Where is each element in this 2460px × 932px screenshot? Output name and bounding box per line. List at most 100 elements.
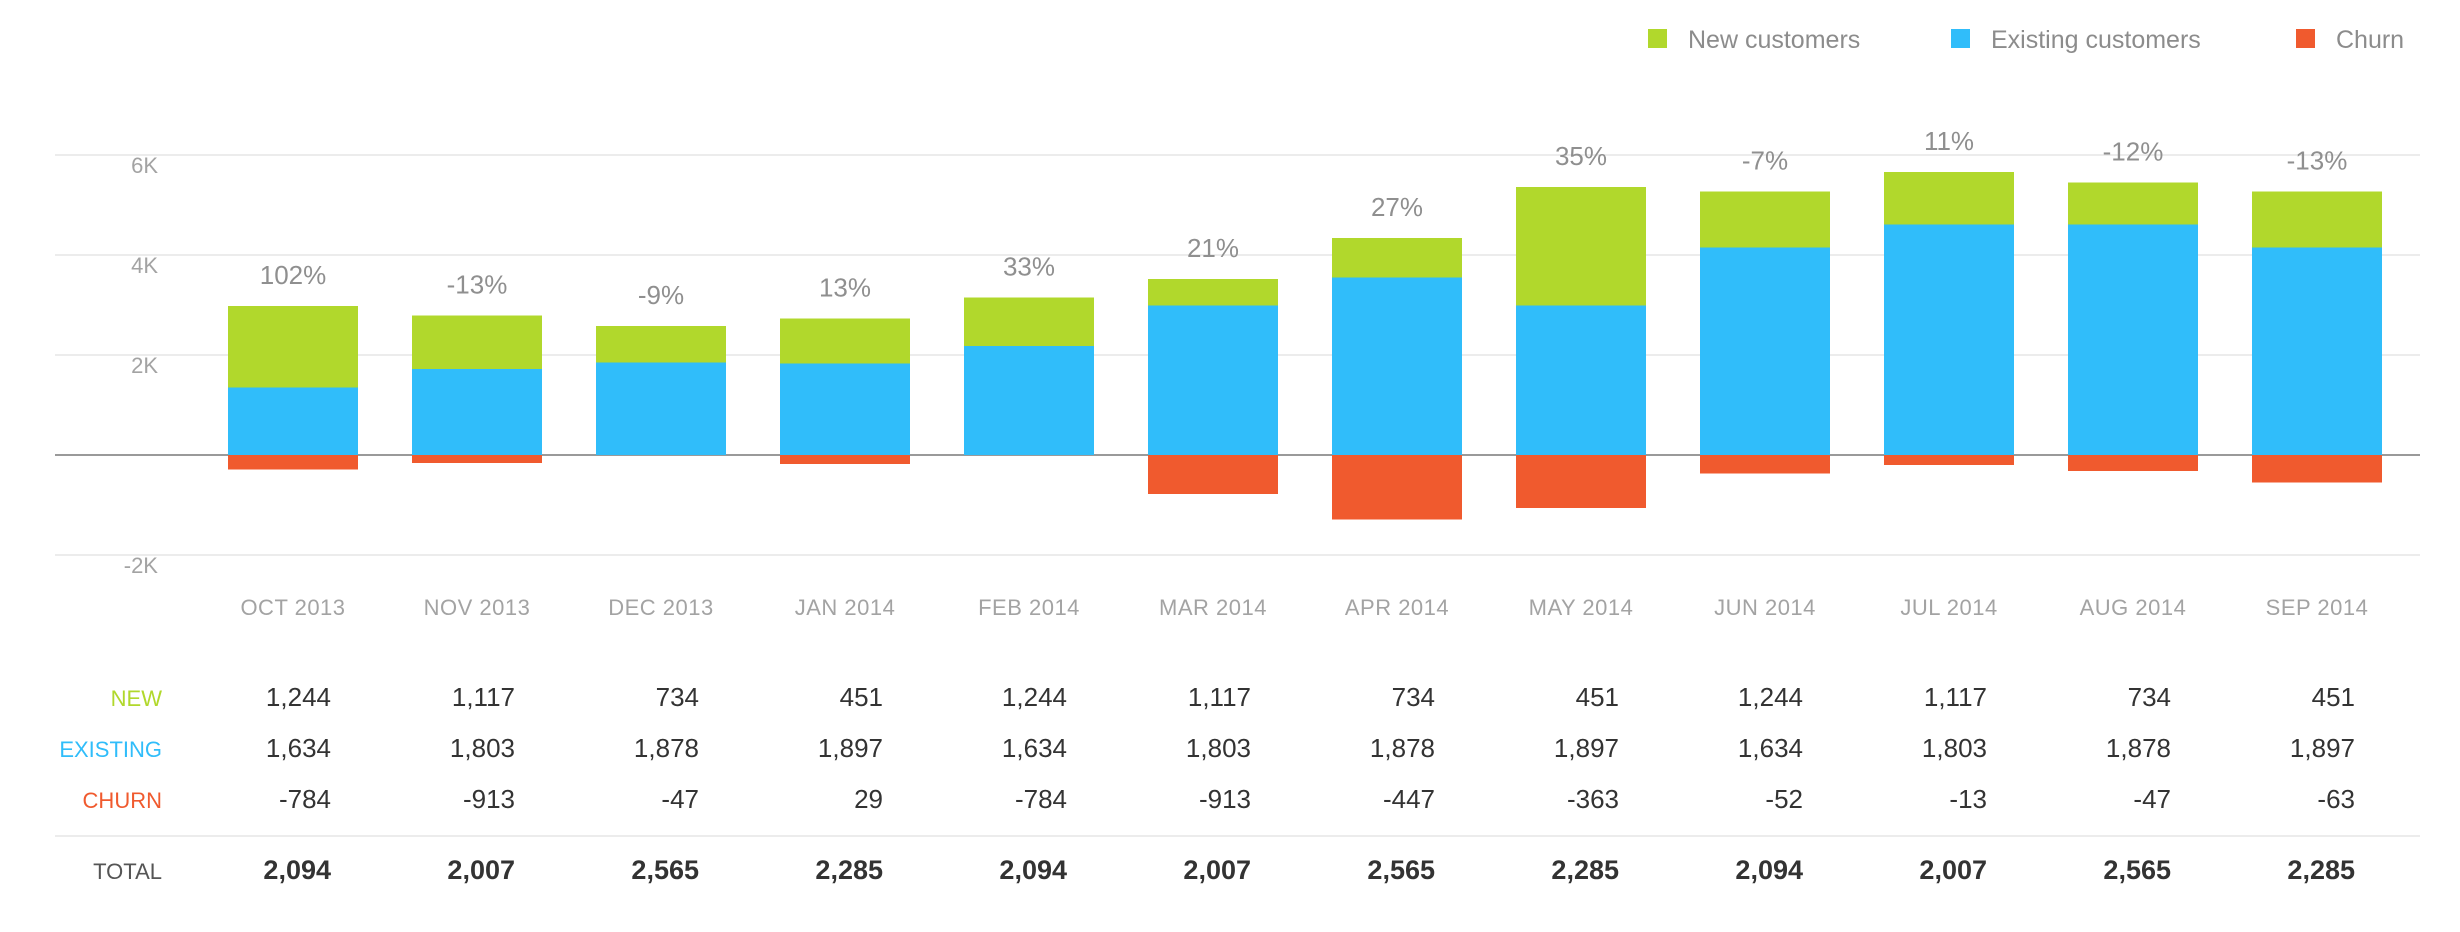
- bar-group-feb-2014: [964, 297, 1094, 455]
- legend-swatch: [1951, 29, 1970, 48]
- percent-label: 11%: [1924, 126, 1974, 156]
- table-cell: 1,634: [1002, 733, 1067, 763]
- bar-group-dec-2013: [596, 326, 726, 455]
- table-cell: -447: [1383, 784, 1435, 814]
- table-cell: 1,244: [1002, 682, 1067, 712]
- table-cell: 1,878: [1370, 733, 1435, 763]
- table-row-total: TOTAL 2,094 2,007 2,565 2,285 2,094 2,007 2,565…: [93, 855, 2355, 885]
- x-tick-label: MAR 2014: [1159, 595, 1267, 620]
- bar-new: [2068, 182, 2198, 225]
- table-cell: -784: [279, 784, 331, 814]
- legend-item-existing-customers: Existing customers: [1951, 26, 2201, 54]
- table-cell: 1,803: [1186, 733, 1251, 763]
- bar-group-jan-2014: [780, 318, 910, 464]
- table-cell: 1,117: [1188, 682, 1251, 712]
- row-label: CHURN: [83, 788, 162, 813]
- bar-new: [412, 315, 542, 369]
- data-table: NEW 1,244 1,117 734 451 1,244 1,117 734 451 1,244…: [59, 682, 2355, 885]
- table-cell: 1,634: [266, 733, 331, 763]
- bar-group-apr-2014: [1332, 238, 1462, 520]
- bar-existing: [2252, 247, 2382, 455]
- bar-group-may-2014: [1516, 187, 1646, 508]
- legend-label: Existing customers: [1991, 26, 2201, 54]
- x-axis: OCT 2013 NOV 2013 DEC 2013 JAN 2014 FEB 2014…: [240, 595, 2369, 620]
- bar-existing: [412, 369, 542, 455]
- bar-group-sep-2014: [2252, 191, 2382, 483]
- row-label: TOTAL: [93, 859, 162, 884]
- bar-group-nov-2013: [412, 315, 542, 463]
- y-tick-label: 6K: [131, 153, 158, 178]
- total-cell: 2,007: [1183, 855, 1251, 885]
- bar-group-oct-2013: [228, 306, 358, 470]
- table-cell: -784: [1015, 784, 1067, 814]
- table-cell: 1,244: [266, 682, 331, 712]
- x-tick-label: AUG 2014: [2080, 595, 2187, 620]
- y-axis: 6K 4K 2K -2K: [124, 153, 159, 578]
- total-cell: 2,285: [815, 855, 883, 885]
- bar-churn: [412, 455, 542, 463]
- bar-churn: [1516, 455, 1646, 508]
- legend-swatch: [1648, 29, 1667, 48]
- x-tick-label: APR 2014: [1345, 595, 1449, 620]
- percent-labels: 102% -13% -9% 13% 33% 21% 27% 35% -7% 11% -12% -13%: [260, 126, 2348, 310]
- bar-churn: [228, 455, 358, 470]
- total-cell: 2,565: [631, 855, 699, 885]
- table-cell: 1,117: [1924, 682, 1987, 712]
- table-cell: 1,803: [450, 733, 515, 763]
- table-cell: 1,897: [818, 733, 883, 763]
- legend-swatch: [2296, 29, 2315, 48]
- x-tick-label: JUN 2014: [1714, 595, 1816, 620]
- x-tick-label: JAN 2014: [795, 595, 896, 620]
- bar-new: [1516, 187, 1646, 306]
- total-cell: 2,094: [263, 855, 331, 885]
- row-label: NEW: [111, 686, 163, 711]
- bar-new: [596, 326, 726, 363]
- table-cell: 1,897: [1554, 733, 1619, 763]
- percent-label: 35%: [1555, 141, 1607, 171]
- bar-existing: [596, 362, 726, 455]
- chart-legend: New customers Existing customers Churn: [1648, 26, 2404, 54]
- bar-new: [964, 297, 1094, 346]
- legend-item-new-customers: New customers: [1648, 26, 1860, 54]
- bar-group-jun-2014: [1700, 191, 1830, 474]
- bar-new: [1700, 191, 1830, 248]
- table-cell: -52: [1765, 784, 1803, 814]
- table-cell: 734: [2128, 682, 2171, 712]
- table-row-existing: EXISTING 1,634 1,803 1,878 1,897 1,634 1,803 1,…: [59, 733, 2355, 763]
- bar-churn: [1884, 455, 2014, 465]
- bar-group-jul-2014: [1884, 172, 2014, 465]
- table-cell: -63: [2317, 784, 2355, 814]
- x-tick-label: SEP 2014: [2266, 595, 2369, 620]
- table-cell: -913: [463, 784, 515, 814]
- table-cell: 734: [656, 682, 699, 712]
- bar-existing: [1332, 277, 1462, 455]
- bar-group-mar-2014: [1148, 279, 1278, 494]
- legend-item-churn: Churn: [2296, 26, 2404, 54]
- percent-label: -7%: [1742, 146, 1788, 176]
- table-cell: -363: [1567, 784, 1619, 814]
- bar-new: [2252, 191, 2382, 248]
- percent-label: 33%: [1003, 252, 1055, 282]
- x-tick-label: NOV 2013: [424, 595, 531, 620]
- table-cell: 1,878: [634, 733, 699, 763]
- total-cell: 2,007: [447, 855, 515, 885]
- table-cell: -13: [1949, 784, 1987, 814]
- bar-churn: [1332, 455, 1462, 520]
- table-cell: 451: [1576, 682, 1619, 712]
- bar-new: [1332, 238, 1462, 278]
- bar-churn: [1148, 455, 1278, 494]
- percent-label: -12%: [2103, 137, 2164, 167]
- legend-label: Churn: [2336, 26, 2404, 54]
- bar-churn: [780, 455, 910, 464]
- x-tick-label: DEC 2013: [608, 595, 714, 620]
- table-cell: -913: [1199, 784, 1251, 814]
- bar-existing: [2068, 224, 2198, 455]
- percent-label: 27%: [1371, 192, 1423, 222]
- table-cell: 734: [1392, 682, 1435, 712]
- total-cell: 2,094: [999, 855, 1067, 885]
- bar-churn: [2252, 455, 2382, 483]
- bar-existing: [1516, 305, 1646, 455]
- bar-new: [1884, 172, 2014, 225]
- bar-existing: [1700, 247, 1830, 455]
